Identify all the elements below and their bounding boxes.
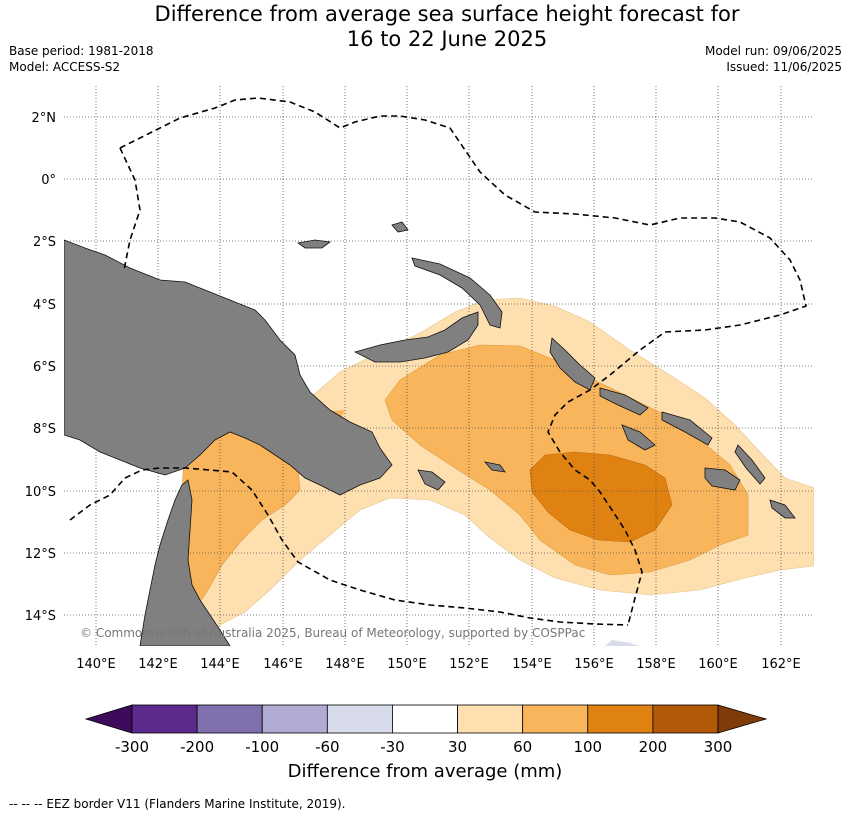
land-makira [769,499,796,519]
lon-label: 148°E [325,657,365,672]
anomaly-negative-patch [605,640,640,646]
lon-label: 142°E [138,657,178,672]
colorbar-tick-label: 30 [448,738,467,756]
lat-label: 14°S [25,609,56,624]
lon-label: 144°E [200,657,240,672]
lon-label: 146°E [263,657,303,672]
colorbar-segment [522,704,589,734]
colorbar-tick-label: 300 [704,738,733,756]
lon-label: 156°E [574,657,614,672]
colorbar-tick-label: 200 [639,738,668,756]
longitude-labels: 140°E 142°E 144°E 146°E 148°E 150°E 152°… [76,657,801,672]
land-manus [296,239,332,249]
eez-border-south [69,467,629,626]
colorbar-segment [196,704,263,734]
gridlines [64,86,814,646]
lat-label: 2°S [33,235,56,250]
lat-label: 12°S [25,547,56,562]
map-panel: © Commonwealth of Australia 2025, Bureau… [64,86,814,646]
eez-border-north [119,97,807,626]
colorbar-segment [587,704,654,734]
colorbar-tick-label: 60 [513,738,532,756]
lat-label: 10°S [25,485,56,500]
colorbar-tick-label: 100 [573,738,602,756]
land-new-britain [353,311,479,363]
title-line-2: 16 to 22 June 2025 [346,27,548,51]
issued-date: Issued: 11/06/2025 [726,60,842,74]
colorbar-tick-label: -30 [380,738,405,756]
lat-label: 8°S [33,422,56,437]
lon-label: 162°E [761,657,801,672]
land-new-georgia [621,424,656,451]
lon-label: 140°E [76,657,116,672]
land-guadalcanal [704,467,741,491]
colorbar-tick-label: -300 [115,738,149,756]
meta-right: Model run: 09/06/2025 Issued: 11/06/2025 [705,43,842,75]
lat-label: 2°N [32,111,57,126]
latitude-labels: 2°N 0° 2°S 4°S 6°S 8°S 10°S 12°S 14°S [25,111,56,624]
lon-label: 154°E [512,657,552,672]
eez-legend-note: -- -- -- EEZ border V11 (Flanders Marine… [9,797,346,811]
meta-left: Base period: 1981-2018 Model: ACCESS-S2 [9,43,154,75]
colorbar-title: Difference from average (mm) [287,761,563,782]
colorbar-extend-low [84,704,133,734]
chart-title: Difference from average sea surface heig… [0,2,850,52]
colorbar: -300 -200 -100 -60 -30 30 60 100 200 300 [84,704,768,756]
land-santa-isabel [661,411,713,446]
title-line-1: Difference from average sea surface heig… [154,2,740,26]
model-name: Model: ACCESS-S2 [9,60,121,74]
colorbar-tick-label: -100 [245,738,279,756]
base-period: Base period: 1981-2018 [9,44,154,58]
model-run: Model run: 09/06/2025 [704,44,842,58]
lat-label: 4°S [33,298,56,313]
colorbar-segment [326,704,393,734]
lon-label: 152°E [449,657,489,672]
colorbar-segment [131,704,198,734]
land-fergusson [417,469,446,491]
colorbar-segment [457,704,524,734]
lat-label: 0° [41,173,56,188]
lat-label: 6°S [33,360,56,375]
land-choiseul [599,387,649,416]
colorbar-tick-label: -200 [180,738,214,756]
land-malaita [734,444,766,485]
anomaly-100-200-region [529,451,673,543]
copyright-note: © Commonwealth of Australia 2025, Bureau… [80,626,585,640]
land-new-guinea [64,239,393,496]
lon-label: 160°E [698,657,738,672]
colorbar-segment [652,704,719,734]
lon-label: 158°E [636,657,676,672]
land-new-hanover [391,221,409,233]
colorbar-tick-label: -60 [315,738,340,756]
colorbar-segment [261,704,328,734]
lon-label: 150°E [387,657,427,672]
colorbar-segment [392,704,458,734]
land-new-ireland [411,257,503,329]
land-cape-york [139,479,231,646]
land-misima [483,461,506,473]
colorbar-extend-high [717,704,768,734]
eez-border-west [119,147,141,271]
